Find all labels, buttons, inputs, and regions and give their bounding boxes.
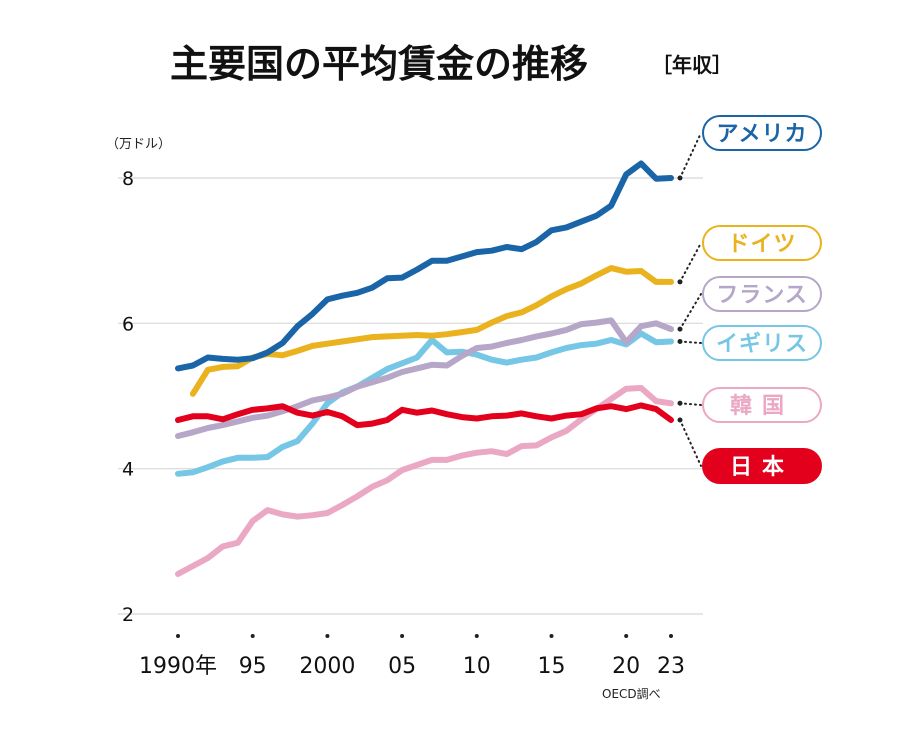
y-axis: 2 4 6 8 bbox=[122, 168, 134, 626]
series-line bbox=[175, 317, 674, 439]
label-connector bbox=[679, 132, 702, 179]
series-line bbox=[189, 265, 674, 397]
label-anchor-dot bbox=[677, 339, 683, 344]
x-tick-mark bbox=[669, 634, 673, 638]
label-connector bbox=[679, 340, 702, 344]
series-line bbox=[175, 330, 674, 477]
x-tick-mark bbox=[176, 634, 180, 638]
series-label: アメリカ bbox=[717, 122, 808, 147]
label-connector bbox=[679, 402, 702, 406]
series-label: フランス bbox=[716, 283, 808, 308]
series-line bbox=[175, 160, 674, 372]
series-label: 韓国 bbox=[730, 393, 794, 419]
series-label-pill bbox=[702, 115, 822, 151]
series-label: ドイツ bbox=[727, 232, 796, 257]
label-anchor-dot bbox=[677, 326, 683, 332]
x-tick-mark bbox=[325, 634, 330, 638]
y-tick-label: 6 bbox=[122, 313, 134, 335]
series-label-pill bbox=[702, 448, 822, 484]
y-axis-unit: （万ドル） bbox=[106, 137, 171, 152]
label-anchor-dot bbox=[677, 417, 683, 423]
label-connector bbox=[679, 418, 702, 467]
x-tick-label: 10 bbox=[463, 654, 491, 679]
label-anchor-dot bbox=[677, 279, 683, 285]
x-tick-label: 05 bbox=[388, 654, 416, 679]
x-tick-label: 2000 bbox=[299, 654, 355, 679]
source-note: OECD調べ bbox=[602, 687, 661, 701]
x-tick-mark bbox=[474, 634, 479, 638]
label-connector bbox=[679, 293, 702, 331]
x-tick-label: 95 bbox=[239, 654, 267, 679]
x-tick-label: 15 bbox=[537, 654, 565, 679]
x-tick-mark bbox=[250, 634, 255, 638]
series-label: イギリス bbox=[716, 332, 808, 357]
x-tick-mark bbox=[624, 634, 629, 638]
series-label-pill bbox=[702, 325, 822, 361]
chart-title: 主要国の平均賃金の推移 bbox=[170, 42, 588, 86]
series-label-pill bbox=[702, 387, 822, 423]
label-connector bbox=[679, 242, 702, 283]
x-tick-mark bbox=[400, 634, 405, 638]
series-line bbox=[175, 402, 674, 429]
series-label-pill bbox=[702, 276, 822, 312]
label-anchor-dot bbox=[677, 400, 683, 406]
x-tick-mark bbox=[549, 634, 554, 638]
x-tick-label: 20 bbox=[612, 654, 640, 679]
series-label-pill bbox=[702, 225, 822, 261]
chart-subtitle: ［年収］ bbox=[652, 53, 732, 77]
y-tick-label: 2 bbox=[122, 604, 134, 626]
gridlines bbox=[118, 177, 703, 615]
y-tick-label: 8 bbox=[122, 168, 134, 190]
x-axis: 1990年 95 2000 05 10 15 20 23 bbox=[139, 634, 685, 679]
x-tick-label: 1990年 bbox=[139, 654, 217, 679]
series-label: 日本 bbox=[730, 455, 794, 480]
label-anchor-dot bbox=[677, 175, 683, 181]
series-lines bbox=[175, 160, 674, 577]
y-tick-label: 4 bbox=[122, 459, 134, 481]
x-tick-label: 23 bbox=[657, 654, 685, 679]
